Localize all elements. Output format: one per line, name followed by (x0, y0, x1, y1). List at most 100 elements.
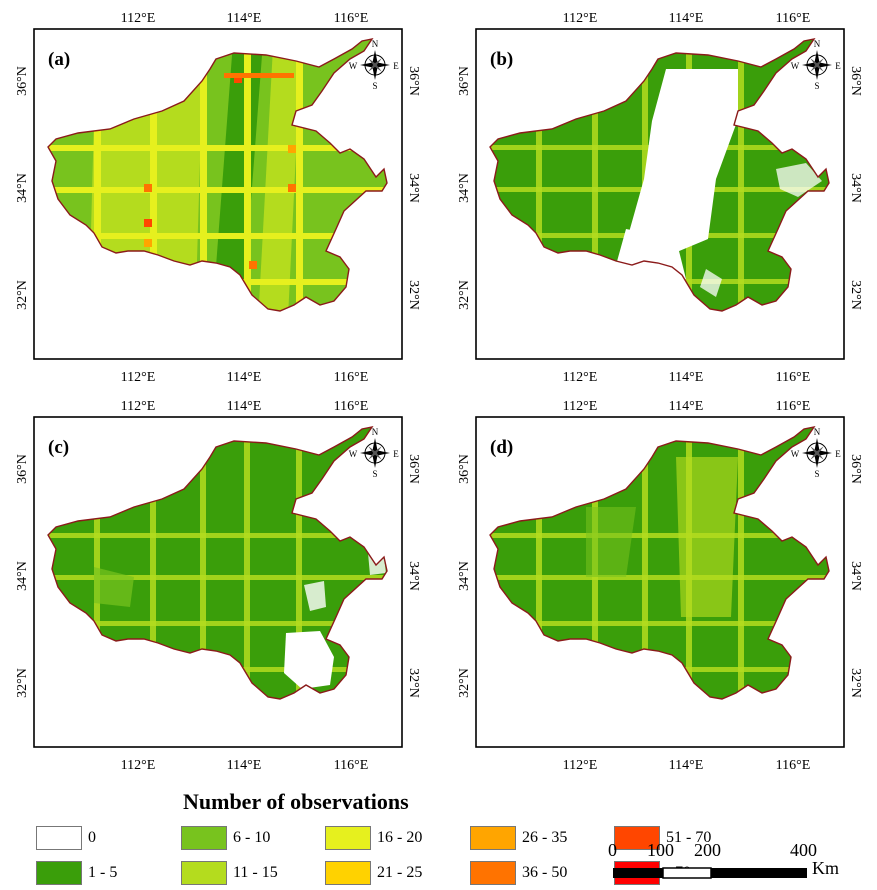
panel-label: (a) (48, 49, 70, 70)
no-data-area (700, 269, 722, 297)
legend-item: 0 (36, 825, 96, 851)
legend-item: 36 - 50 (470, 860, 567, 886)
lat-tick-label: 36°N (457, 66, 472, 96)
compass-icon: N S E W (349, 427, 400, 479)
overlap-strip (490, 575, 829, 580)
overlap-strip (536, 39, 542, 311)
panel-label: (d) (490, 437, 513, 458)
legend-item: 1 - 5 (36, 860, 117, 886)
overlap-strip (224, 73, 294, 78)
lat-tick-label: 32°N (15, 280, 30, 310)
lat-tick-label: 36°N (848, 66, 863, 96)
lat-tick-label: 36°N (457, 454, 472, 484)
scale-unit: Km (812, 858, 839, 878)
lat-tick-label: 36°N (848, 454, 863, 484)
overlap-strip (738, 39, 744, 311)
hotspot (144, 219, 152, 227)
legend-label: 51 - 70 (666, 829, 712, 846)
overlap-strip (642, 427, 648, 699)
legend-swatch (325, 861, 371, 885)
lat-tick-label: 32°N (457, 280, 472, 310)
overlap-strip (244, 427, 250, 699)
overlap-strip (48, 145, 387, 151)
overlap-strip (490, 621, 829, 626)
compass-label-w: W (349, 449, 358, 459)
panel-label: (b) (490, 49, 513, 70)
overlap-strip (200, 427, 206, 699)
compass-label-n: N (814, 39, 821, 49)
legend-swatch (614, 826, 660, 850)
no-data-area (626, 69, 738, 261)
legend-label: 1 - 5 (88, 864, 118, 881)
lon-tick-label: 114°E (669, 11, 704, 26)
lat-tick-label: 36°N (406, 454, 421, 484)
lat-tick-label: 36°N (406, 66, 421, 96)
overlap-strip (200, 39, 207, 311)
swath-band (94, 567, 134, 607)
compass-label-s: S (814, 81, 819, 91)
lat-tick-label: 32°N (457, 668, 472, 698)
swath-band (256, 39, 302, 311)
compass-label-w: W (349, 61, 358, 71)
legend-swatch (36, 861, 82, 885)
no-data-area (304, 581, 326, 611)
lon-tick-label: 112°E (563, 11, 598, 26)
overlap-strip (48, 187, 387, 193)
overlap-strip (48, 621, 387, 626)
province-outline (47, 37, 388, 312)
lon-tick-label: 116°E (776, 399, 811, 414)
scale-tick-100: 100 (647, 840, 674, 860)
compass-label-s: S (372, 81, 377, 91)
scale-bar-segment (711, 868, 807, 878)
swath-band (676, 457, 738, 617)
legend-item: 6 - 10 (181, 825, 270, 851)
compass-label-n: N (372, 427, 379, 437)
compass-label-n: N (814, 427, 821, 437)
legend-item: 21 - 25 (325, 860, 422, 886)
swath-band (586, 507, 636, 577)
overlap-strip (94, 427, 100, 699)
overlap-strip (48, 233, 387, 239)
lon-tick-label: 116°E (334, 370, 369, 385)
hotspot (288, 145, 296, 153)
compass-label-w: W (791, 61, 800, 71)
hotspot (288, 184, 296, 192)
compass-label-e: E (835, 61, 841, 71)
legend-label: 21 - 25 (377, 864, 423, 881)
compass-label-s: S (814, 469, 819, 479)
overlap-strip (150, 39, 157, 311)
legend-label: 6 - 10 (233, 829, 271, 846)
lon-tick-label: 114°E (227, 370, 262, 385)
compass-label-s: S (372, 469, 377, 479)
legend-label: 26 - 35 (522, 829, 568, 846)
legend-label: 36 - 50 (522, 864, 568, 881)
province-outline (489, 37, 830, 312)
panel-frame (475, 28, 845, 360)
lat-tick-label: 32°N (406, 280, 421, 310)
lat-tick-label: 34°N (848, 173, 863, 203)
lat-tick-label: 32°N (848, 280, 863, 310)
legend-item: 51 - 70 (614, 825, 711, 851)
overlap-strip (490, 533, 829, 538)
lat-tick-label: 34°N (848, 561, 863, 591)
lon-tick-label: 114°E (227, 758, 262, 773)
legend-label: 16 - 20 (377, 829, 423, 846)
lat-tick-label: 32°N (848, 668, 863, 698)
overlap-strip (48, 533, 387, 538)
lon-tick-label: 116°E (334, 399, 369, 414)
overlap-strip (738, 427, 744, 699)
lat-tick-label: 34°N (15, 173, 30, 203)
no-data-area (776, 163, 822, 197)
panel-label: (c) (48, 437, 69, 458)
hotspot (249, 261, 257, 269)
lat-tick-label: 34°N (457, 173, 472, 203)
lon-tick-label: 116°E (776, 370, 811, 385)
overlap-strip (94, 39, 101, 311)
province-outline (489, 425, 830, 700)
lon-tick-label: 112°E (563, 399, 598, 414)
overlap-strip (296, 39, 303, 311)
panel-frame (33, 416, 403, 748)
lon-tick-label: 116°E (334, 758, 369, 773)
